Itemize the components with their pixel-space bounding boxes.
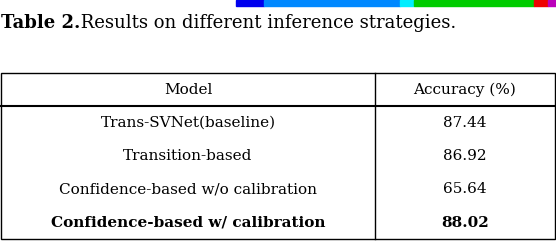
Text: 86.92: 86.92 <box>443 149 486 163</box>
Text: 87.44: 87.44 <box>443 116 486 130</box>
Bar <box>264 0 400 6</box>
Text: Confidence-based w/o calibration: Confidence-based w/o calibration <box>59 182 317 196</box>
Bar <box>414 0 534 6</box>
Text: Transition-based: Transition-based <box>123 149 252 163</box>
Bar <box>236 0 264 6</box>
Text: 88.02: 88.02 <box>441 215 489 230</box>
Text: 65.64: 65.64 <box>443 182 486 196</box>
Bar <box>400 0 414 6</box>
Text: Table 2.: Table 2. <box>1 14 81 32</box>
Bar <box>548 0 556 6</box>
Text: Model: Model <box>164 83 212 97</box>
Text: Accuracy (%): Accuracy (%) <box>414 83 517 97</box>
Text: Results on different inference strategies.: Results on different inference strategie… <box>75 14 456 32</box>
Bar <box>534 0 548 6</box>
Text: Trans-SVNet(baseline): Trans-SVNet(baseline) <box>101 116 276 130</box>
Text: Confidence-based w/ calibration: Confidence-based w/ calibration <box>51 215 325 230</box>
